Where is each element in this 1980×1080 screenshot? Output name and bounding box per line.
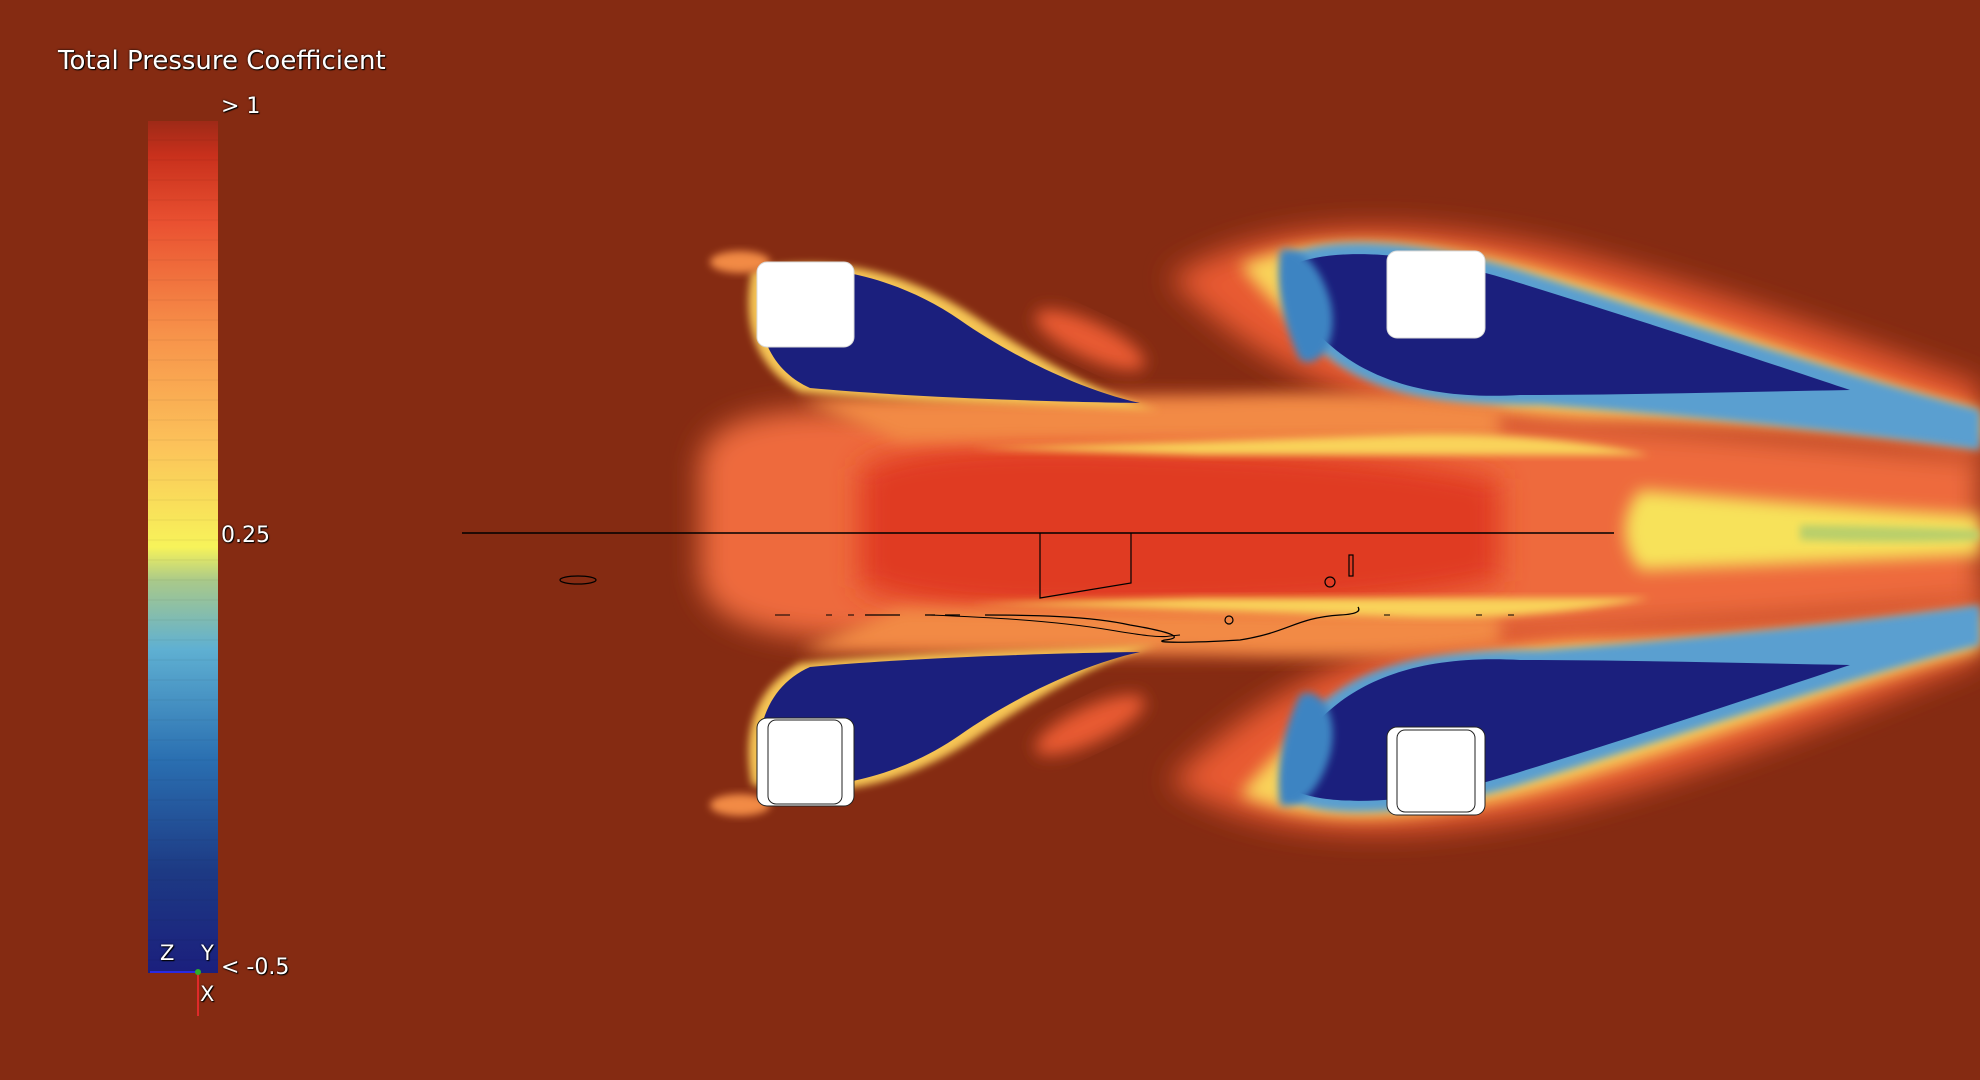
lower-front-tip bbox=[710, 794, 770, 816]
colorbar bbox=[148, 121, 218, 973]
upper-front-tip bbox=[710, 251, 770, 273]
vehicle-geometry bbox=[462, 250, 1614, 816]
legend-mid-label: 0.25 bbox=[221, 523, 270, 548]
rear-left-wheel[interactable] bbox=[1386, 250, 1486, 339]
front-left-wheel[interactable] bbox=[756, 261, 855, 348]
rear-right-wheel-inner bbox=[1396, 729, 1476, 813]
front-right-wheel[interactable] bbox=[756, 717, 855, 807]
upper-detached-eddy bbox=[1035, 309, 1145, 371]
axis-x-label: X bbox=[200, 982, 215, 1006]
colorbar-bands bbox=[148, 139, 218, 961]
rear-right-wheel[interactable] bbox=[1386, 726, 1486, 816]
legend-min-label: < -0.5 bbox=[221, 955, 290, 980]
color-legend[interactable] bbox=[148, 121, 218, 973]
lower-vortex-streak bbox=[1278, 693, 1333, 806]
upper-vortex-streak bbox=[1278, 249, 1333, 362]
central-wake-core bbox=[860, 443, 1500, 613]
lower-detached-eddy bbox=[1035, 694, 1145, 756]
floor-profile bbox=[929, 614, 1181, 638]
legend-title: Total Pressure Coefficient bbox=[58, 46, 386, 76]
axis-z-label: Z bbox=[160, 941, 175, 965]
contour-field bbox=[700, 228, 1980, 832]
central-wake-green bbox=[1800, 525, 1980, 542]
front-wing-profile bbox=[559, 575, 597, 585]
lower-stream bbox=[800, 608, 1500, 657]
axis-y-label: Y bbox=[201, 941, 214, 965]
axes-triad-icon bbox=[150, 969, 201, 1016]
upper-stream-yellow bbox=[970, 434, 1650, 455]
legend-max-label: > 1 bbox=[221, 94, 261, 119]
seat-outline bbox=[1039, 533, 1132, 599]
pivot-marker-a bbox=[1224, 615, 1234, 625]
rear-post bbox=[1348, 554, 1354, 577]
lower-stream-yellow bbox=[970, 598, 1650, 618]
upper-stream bbox=[800, 393, 1500, 442]
pivot-marker-b bbox=[1324, 576, 1336, 588]
front-right-wheel-inner bbox=[767, 719, 843, 805]
